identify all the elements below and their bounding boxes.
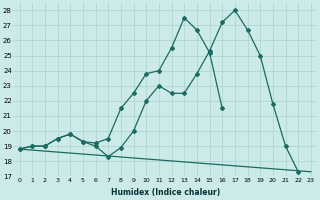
X-axis label: Humidex (Indice chaleur): Humidex (Indice chaleur) xyxy=(111,188,220,197)
